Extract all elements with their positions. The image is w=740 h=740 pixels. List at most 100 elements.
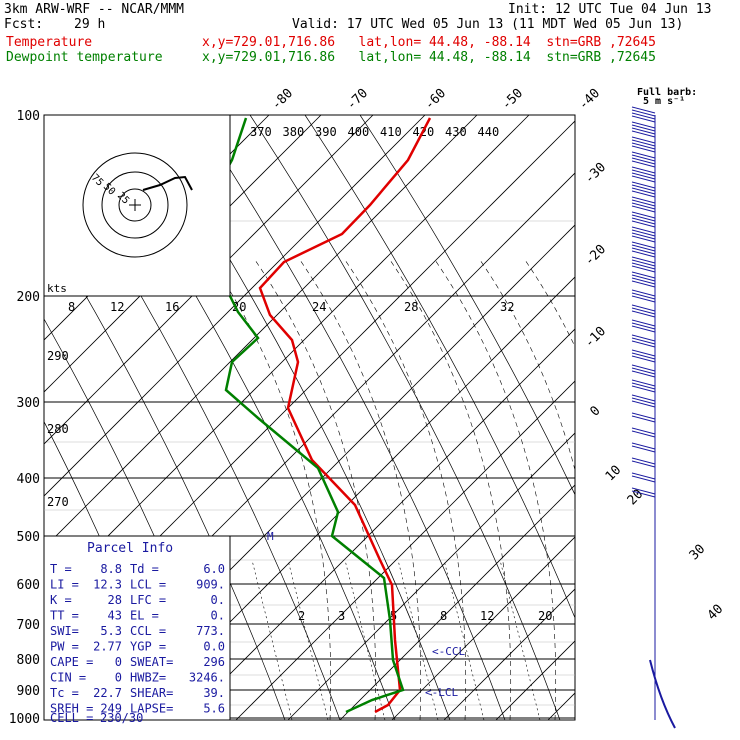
hodograph-trace: [142, 175, 193, 191]
isotherm-line: [600, 115, 740, 720]
wind-barb: [631, 349, 656, 357]
wind-barb: [631, 241, 656, 249]
wind-barb: [631, 364, 656, 372]
wind-barb: [631, 280, 656, 288]
parcel-info-value: 230/30: [100, 711, 143, 725]
parcel-info-key: K =: [50, 593, 72, 607]
wind-barb: [631, 220, 656, 228]
theta-label: 380: [283, 125, 305, 139]
wind-barb: [631, 112, 656, 120]
wind-barb: [631, 187, 656, 195]
parcel-info-key: EL =: [130, 609, 159, 623]
parcel-info-value: 0.0: [203, 640, 225, 654]
theta-label: 390: [315, 125, 337, 139]
wind-barb: [631, 229, 656, 237]
parcel-info-value: 773.: [196, 624, 225, 638]
wind-barb: [631, 184, 656, 192]
wind-barb: [631, 214, 656, 222]
wind-barb: [631, 247, 656, 255]
isotherm-line: [235, 380, 575, 720]
mixing-ratio-label: 3: [338, 609, 345, 623]
wind-barb: [631, 121, 656, 129]
wind-barb: [631, 169, 656, 177]
wind-barb: [631, 259, 656, 267]
parcel-info-value: 0: [115, 671, 122, 685]
model-title: 3km ARW-WRF -- NCAR/MMM: [4, 2, 185, 17]
pressure-label: 200: [17, 290, 40, 305]
isotherm-line: [44, 115, 426, 497]
wind-barb: [631, 355, 656, 363]
wind-barb: [631, 310, 656, 318]
moist-adiabat-line: [209, 259, 331, 720]
pressure-label: 600: [17, 578, 40, 593]
barb-unit: 5 m s⁻¹: [643, 96, 685, 107]
parcel-info-value: 5.6: [203, 702, 225, 716]
wind-barb: [631, 460, 656, 468]
wind-barb: [631, 244, 656, 252]
wind-barb: [631, 181, 656, 189]
parcel-info-value: 3246.: [189, 671, 225, 685]
theta-left-label: 290: [47, 349, 69, 363]
wind-barb: [631, 172, 656, 180]
wind-barb: [631, 199, 656, 207]
isotherm-line: [443, 588, 575, 720]
parcel-info-key: Td =: [130, 562, 159, 576]
parcel-info-value: 0: [115, 655, 122, 669]
parcel-info-value: 0.: [211, 609, 225, 623]
ccl-marker: <-CCL: [432, 645, 465, 658]
dry-adiabat-line: [194, 115, 506, 720]
dry-adiabat-line: [0, 115, 10, 720]
isotherm-top-label: -60: [422, 86, 449, 113]
wind-barb: [631, 292, 656, 300]
wind-barb: [631, 151, 656, 159]
pressure-label: 700: [17, 618, 40, 633]
wind-barb: [631, 124, 656, 132]
wind-barb: [631, 175, 656, 183]
parcel-info-value: 12.3: [93, 578, 122, 592]
isotherm-right-label: 0: [587, 403, 603, 419]
wind-barb: [631, 319, 656, 327]
wind-barb: [631, 445, 656, 453]
hodograph-speed-label: 28: [404, 300, 418, 314]
wind-barb: [631, 271, 656, 279]
parcel-info-key: T =: [50, 562, 72, 576]
wind-barb: [631, 109, 656, 117]
parcel-info-value: 909.: [196, 578, 225, 592]
wind-barb: [631, 340, 656, 348]
wind-barb: [631, 490, 656, 498]
wind-barb: [631, 367, 656, 375]
wind-barb: [631, 202, 656, 210]
wind-barb: [631, 136, 656, 144]
parcel-info-value: 6.0: [203, 562, 225, 576]
kts-label: kts: [47, 282, 67, 295]
moist-adiabat-line: [389, 259, 511, 720]
wind-barb: [631, 145, 656, 153]
theta-left-label: 270: [47, 495, 69, 509]
theta-left-label: 280: [47, 422, 69, 436]
wind-barb: [631, 166, 656, 174]
wind-barb: [631, 190, 656, 198]
isotherm-line: [44, 115, 374, 445]
forecast-label: Fcst:: [4, 17, 44, 32]
hodograph-speed-label: 32: [500, 300, 514, 314]
mixing-ratio-label: 8: [440, 609, 447, 623]
wind-barb: [631, 322, 656, 330]
isotherm-right-label: 40: [705, 602, 727, 624]
parcel-info-value: 0.: [211, 593, 225, 607]
wind-barb: [631, 142, 656, 150]
isotherm-top-label: -50: [499, 86, 526, 113]
parcel-info-value: 28: [108, 593, 122, 607]
wind-barb: [631, 430, 656, 438]
wind-barb: [631, 472, 656, 480]
parcel-info-key: LFC =: [130, 593, 166, 607]
wind-barb: [631, 325, 656, 333]
wind-barb: [631, 265, 656, 273]
hodograph-ring: [101, 171, 169, 239]
mixing-ratio-label: 12: [480, 609, 494, 623]
theta-label: 400: [348, 125, 370, 139]
isotherm-right-label: -20: [582, 242, 609, 269]
parcel-info-key: CAPE =: [50, 655, 93, 669]
wind-barb: [631, 274, 656, 282]
wind-barb: [631, 415, 656, 423]
